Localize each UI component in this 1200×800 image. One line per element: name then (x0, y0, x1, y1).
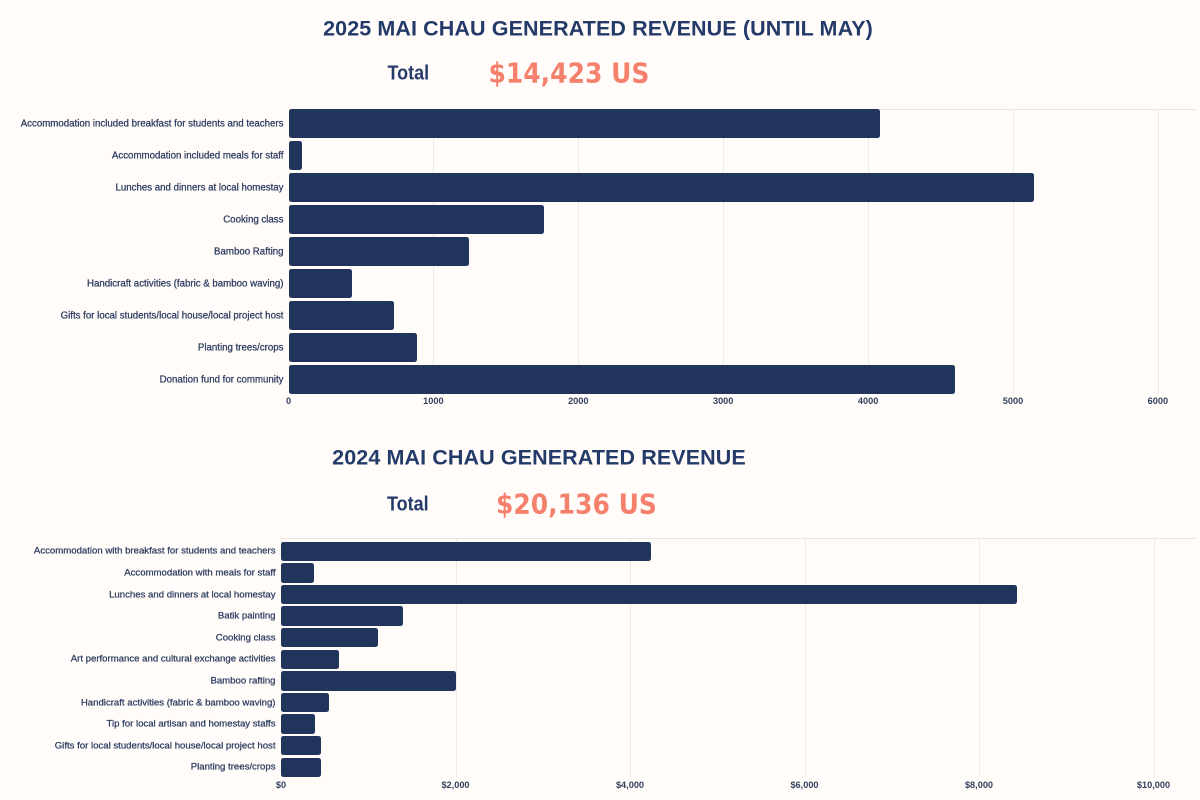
x-tick-label: 4000 (857, 395, 879, 406)
category-label: Batik painting (217, 610, 276, 622)
category-label: Tip for local artisan and homestay staff… (106, 718, 276, 730)
bar (281, 671, 456, 691)
bar (288, 237, 469, 266)
bar (288, 269, 353, 298)
chart-2024-total-value: $20,136 US (496, 488, 657, 521)
gridline (630, 538, 631, 778)
bar (281, 606, 404, 626)
category-label: Planting trees/crops (197, 342, 284, 353)
bar (281, 735, 321, 756)
category-label: Bamboo rafting (210, 675, 276, 687)
category-label: Accommodation included breakfast for stu… (20, 118, 284, 129)
x-tick-label: 6000 (1147, 395, 1169, 406)
category-label: Cooking class (215, 632, 276, 644)
category-label: Handicraft activities (fabric & bamboo w… (86, 278, 284, 289)
chart-2024-title: 2024 MAI CHAU GENERATED REVENUE (332, 445, 746, 470)
category-label: Lunches and dinners at local homestay (109, 589, 276, 600)
category-label: Gifts for local students/local house/loc… (60, 310, 284, 321)
x-tick-label: $8,000 (964, 779, 994, 790)
x-tick-label: 2000 (568, 395, 589, 406)
category-label: Gifts for local students/local house/loc… (54, 740, 276, 752)
gridline (804, 538, 806, 778)
x-tick-label: $6,000 (790, 779, 819, 790)
bar (288, 365, 956, 394)
x-tick-label: $4,000 (615, 779, 645, 790)
bar (281, 757, 322, 778)
gridline (1013, 108, 1014, 395)
x-tick-label: $2,000 (441, 779, 470, 790)
bar (281, 692, 329, 713)
chart-2025-total-label: Total (387, 60, 430, 84)
category-label: Planting trees/crops (190, 761, 276, 773)
x-tick-label: 3000 (712, 395, 734, 406)
category-label: Accommodation with breakfast for student… (33, 545, 276, 557)
x-tick-label: 0 (285, 395, 292, 406)
bar (281, 627, 379, 648)
category-label: Donation fund for community (159, 374, 284, 385)
gridline (1153, 538, 1155, 778)
bar (288, 141, 302, 170)
gridline (979, 538, 980, 778)
bar (288, 333, 417, 362)
plot-top-border (281, 538, 1196, 539)
gridline (868, 108, 870, 395)
chart-2024-total-label: Total (387, 492, 429, 516)
category-label: Cooking class (223, 214, 284, 225)
x-tick-label: 5000 (1002, 395, 1024, 406)
x-tick-label: 1000 (423, 395, 444, 406)
gridline (723, 108, 725, 395)
category-label: Accommodation with meals for staff (124, 567, 276, 579)
chart-2025-title: 2025 MAI CHAU GENERATED REVENUE (UNTIL M… (323, 16, 873, 40)
bar (288, 109, 880, 138)
bar (281, 584, 1017, 605)
gridline (578, 108, 580, 395)
bar (281, 563, 315, 583)
bar (288, 205, 545, 234)
bar (281, 541, 651, 562)
category-label: Lunches and dinners at local homestay (115, 182, 284, 193)
bar (288, 173, 1034, 202)
bar (281, 714, 316, 734)
category-label: Art performance and cultural exchange ac… (70, 653, 276, 665)
x-tick-label: $0 (275, 779, 287, 790)
gridline (1157, 108, 1159, 395)
bar (281, 649, 340, 670)
category-label: Bamboo Rafting (214, 246, 284, 257)
category-label: Handicraft activities (fabric & bamboo w… (80, 697, 276, 708)
gridline (455, 538, 457, 778)
bar (288, 301, 395, 330)
category-label: Accommodation included meals for staff (111, 150, 284, 161)
chart-2025-total-value: $14,423 US (488, 56, 650, 89)
x-tick-label: $10,000 (1136, 779, 1171, 790)
